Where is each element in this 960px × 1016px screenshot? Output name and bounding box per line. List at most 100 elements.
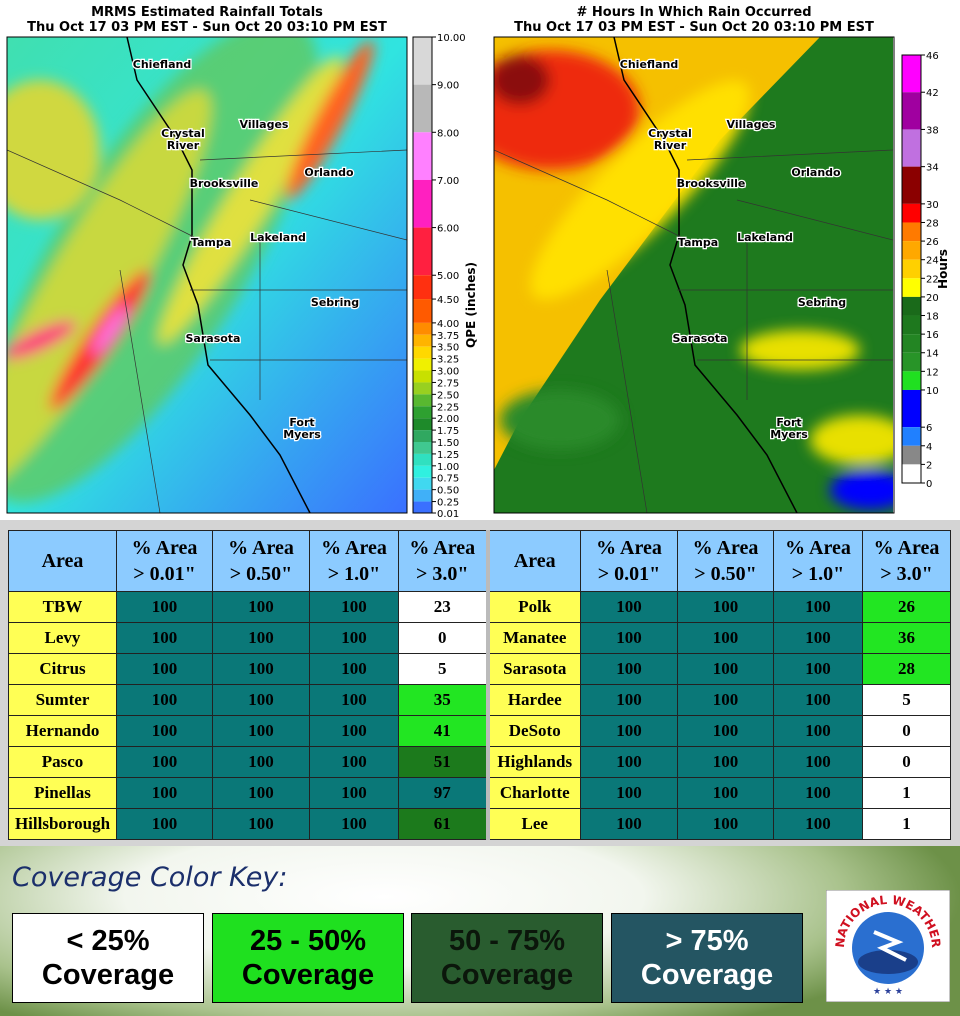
header-text: % Area	[409, 537, 476, 559]
header-text: % Area	[228, 537, 294, 559]
colorbar-tick-label: 34	[926, 163, 939, 174]
colorbar-tick-label: 2.75	[437, 378, 459, 389]
header-cell: % Area > 1.0"	[309, 530, 399, 592]
colorbar-segment	[902, 166, 921, 204]
place-label: Orlando	[791, 166, 841, 179]
key-title: Coverage Color Key:	[12, 862, 288, 893]
place-label: Tampa	[191, 236, 231, 249]
value-cell: 0	[862, 715, 951, 747]
coverage-table: Area % Area > 0.01" % Area > 0.50" % Area > 1.…	[8, 530, 951, 840]
value-cell: 100	[116, 622, 213, 654]
colorbar-segment	[902, 371, 921, 390]
value-cell: 35	[398, 684, 488, 716]
value-cell: 100	[677, 684, 774, 716]
value-cell: 5	[862, 684, 951, 716]
colorbar-tick-label: 0.50	[437, 486, 459, 497]
colorbar-segment	[413, 418, 432, 431]
table-row: Levy 100 100 100 0 Manatee 100 100 100 36	[8, 622, 951, 654]
value-cell: 100	[309, 684, 399, 716]
colorbar-segment	[902, 427, 921, 446]
place-label-line: Myers	[283, 428, 321, 441]
table-row: Citrus 100 100 100 5 Sarasota 100 100 100 28	[8, 653, 951, 685]
value-cell: 100	[773, 715, 863, 747]
area-cell: Highlands	[485, 746, 581, 778]
value-cell: 100	[580, 715, 678, 747]
value-cell: 100	[677, 777, 774, 809]
place-label: Villages	[727, 118, 776, 131]
area-cell: Sarasota	[485, 653, 581, 685]
key-box-text: < 25%	[66, 925, 150, 957]
colorbar-segment	[413, 132, 432, 180]
value-cell: 100	[677, 622, 774, 654]
key-box-text: 25 - 50%	[249, 925, 367, 957]
area-cell: Hillsborough	[8, 808, 117, 840]
header-text: % Area	[692, 537, 759, 559]
colorbar-segment	[902, 389, 921, 428]
colorbar-segment	[413, 465, 432, 478]
colorbar-segment	[413, 37, 432, 85]
colorbar-tick-label: 3.00	[437, 367, 459, 378]
colorbar-segment	[902, 203, 921, 223]
value-cell: 97	[398, 777, 488, 809]
colorbar-tick-label: 1.25	[437, 450, 459, 461]
colorbar-tick-label: 46	[926, 51, 939, 62]
value-cell: 100	[773, 653, 863, 685]
place-label: Crystal River	[161, 127, 205, 152]
value-cell: 100	[309, 746, 399, 778]
colorbar-tick-label: 22	[926, 274, 939, 285]
colorbar-label: Hours	[936, 249, 950, 289]
colorbar-tick-label: 1.00	[437, 462, 459, 473]
value-cell: 100	[212, 653, 310, 685]
colorbar-segment	[902, 464, 921, 483]
colorbar-tick-label: 8.00	[437, 128, 459, 139]
place-label-line: Myers	[770, 428, 808, 441]
place-label-line: River	[654, 139, 687, 152]
value-cell: 100	[773, 591, 863, 623]
colorbar-tick-label: 3.75	[437, 331, 459, 342]
header-text: Area	[41, 550, 84, 572]
header-cell: % Area > 0.50"	[677, 530, 774, 592]
colorbar-segment	[413, 84, 432, 133]
colorbar-tick-label: 2	[926, 460, 932, 471]
colorbar-tick-label: 16	[926, 330, 939, 341]
value-cell: 100	[677, 808, 774, 840]
table-row: Pasco 100 100 100 51 Highlands 100 100 100 0	[8, 746, 951, 778]
colorbar-segment	[902, 222, 921, 242]
table-row: Pinellas 100 100 100 97 Charlotte 100 100 100 1	[8, 777, 951, 809]
key-box-text: > 75%	[665, 925, 749, 957]
value-cell: 100	[212, 622, 310, 654]
area-cell: Citrus	[8, 653, 117, 685]
header-row: Area % Area > 0.01" % Area > 0.50" % Area > 1.…	[8, 530, 951, 592]
colorbar-tick-label: 4	[926, 442, 932, 453]
header-text: > 3.0"	[880, 563, 933, 585]
colorbar-tick-label: 10	[926, 386, 939, 397]
value-cell: 100	[580, 777, 678, 809]
header-cell: % Area > 0.01"	[116, 530, 213, 592]
key-box-text: 50 - 75%	[448, 925, 566, 957]
colorbar-segment	[902, 296, 921, 316]
value-cell: 26	[862, 591, 951, 623]
colorbar-segment	[413, 334, 432, 347]
key-box-text: Coverage	[241, 959, 375, 991]
nws-logo: NATIONAL WEATHER SERVICE ★ ★ ★	[826, 890, 950, 1002]
map-subtitle: Thu Oct 17 03 PM EST - Sun Oct 20 03:10 …	[27, 20, 387, 35]
colorbar-tick-label: 4.00	[437, 319, 459, 330]
place-label: Brooksville	[190, 177, 259, 190]
value-cell: 100	[309, 777, 399, 809]
value-cell: 100	[309, 715, 399, 747]
map-frame	[6, 36, 408, 514]
header-text: > 0.50"	[694, 563, 757, 585]
area-cell: Sumter	[8, 684, 117, 716]
place-label: Crystal River	[648, 127, 692, 152]
place-label: Lakeland	[250, 231, 306, 244]
value-cell: 41	[398, 715, 488, 747]
place-label: Chiefland	[620, 58, 678, 71]
header-cell: Area	[485, 530, 581, 592]
colorbar-segment	[413, 442, 432, 454]
table-row: Hillsborough 100 100 100 61 Lee 100 100 100 1	[8, 808, 951, 840]
colorbar-segment	[413, 299, 432, 323]
header-text: % Area	[785, 537, 851, 559]
colorbar-tick-label: 1.75	[437, 426, 459, 437]
colorbar-segment	[413, 370, 432, 383]
